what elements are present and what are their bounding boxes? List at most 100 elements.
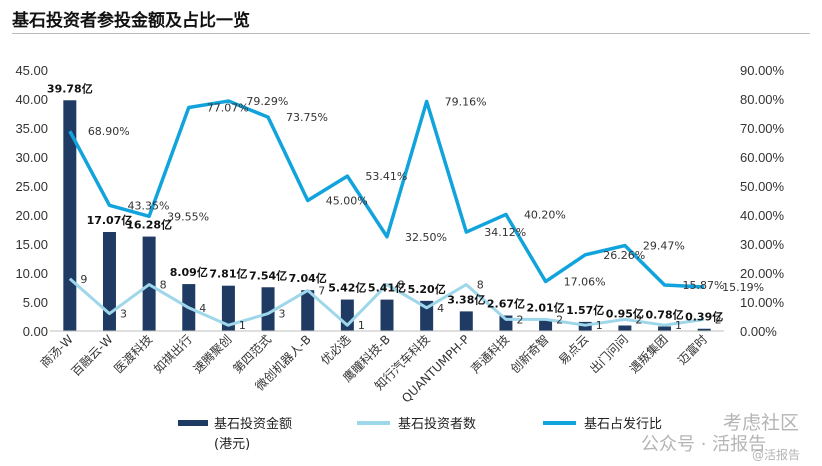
amount-bar (618, 325, 632, 331)
investor-count-label: 1 (675, 319, 682, 332)
issue-ratio-label: 79.16% (445, 95, 487, 108)
amount-bar (420, 300, 434, 331)
amount-label: 2.67亿 (487, 297, 525, 311)
issue-ratio-label: 73.75% (286, 111, 328, 124)
investor-count-label: 8 (477, 279, 484, 292)
amount-label: 5.41亿 (368, 281, 406, 295)
category-label: 出门问问 (586, 332, 631, 377)
amount-label: 0.95亿 (606, 306, 644, 320)
issue-ratio-label: 15.87% (683, 279, 725, 292)
category-label: 声通科技 (468, 332, 512, 376)
amount-label: 5.20亿 (408, 282, 446, 296)
left-tick-label: 25.00 (15, 179, 48, 194)
amount-bar (102, 231, 116, 331)
watermark-account: 公众号 · 活报告 (641, 434, 767, 455)
left-axis: 0.00 5.00 10.00 15.00 20.00 25.00 30.00 35.00 40… (15, 63, 48, 339)
issue-ratio-label: 77.07% (207, 101, 249, 114)
left-tick-label: 10.00 (15, 266, 48, 281)
amount-label: 3.38亿 (447, 292, 485, 306)
watermark-community: 考虑社区 (723, 412, 800, 434)
left-tick-label: 0.00 (23, 324, 48, 339)
amount-bar (221, 285, 235, 331)
chart-title: 基石投资者参投金额及占比一览 (12, 11, 250, 31)
issue-ratio-label: 26.26% (603, 249, 645, 262)
left-tick-label: 5.00 (23, 295, 48, 310)
legend-swatch-amount (178, 420, 208, 426)
investor-count-label: 3 (279, 308, 286, 321)
amount-label: 1.57亿 (566, 303, 604, 317)
right-tick-label: 50.00% (740, 179, 785, 194)
amount-label: 0.39亿 (685, 310, 723, 324)
issue-ratio-label: 43.35% (127, 199, 169, 212)
left-tick-label: 20.00 (15, 208, 48, 223)
investor-count-label: 7 (318, 284, 325, 297)
right-tick-label: 80.00% (740, 92, 785, 107)
amount-bars (63, 100, 711, 331)
category-label: 优必选 (318, 332, 353, 367)
category-label: QUANTUMPH-P (399, 332, 472, 405)
category-label: 创新奇智 (507, 332, 552, 377)
issue-ratio-label: 53.41% (365, 170, 407, 183)
amount-bar (301, 290, 315, 331)
title-divider (12, 33, 810, 34)
investor-count-label: 1 (596, 319, 603, 332)
investor-count-label: 4 (437, 302, 444, 315)
amount-label: 7.04亿 (289, 271, 327, 285)
amount-label: 5.42亿 (328, 281, 366, 295)
investor-count-label: 8 (160, 279, 167, 292)
category-label: 医渡科技 (111, 332, 156, 377)
right-tick-label: 10.00% (740, 295, 785, 310)
category-label: 百融云-W (69, 332, 116, 379)
issue-ratio-label: 34.12% (484, 226, 526, 239)
right-tick-label: 20.00% (740, 266, 785, 281)
left-tick-label: 40.00 (15, 92, 48, 107)
issue-ratio-label: 39.55% (167, 210, 209, 223)
right-tick-label: 40.00% (740, 208, 785, 223)
issue-ratio-label: 40.20% (524, 208, 566, 221)
amount-bar (539, 319, 553, 331)
amount-bar (697, 328, 711, 331)
legend-label-count: 基石投资者数 (398, 416, 476, 432)
right-axis: 0.00% 10.00% 20.00% 30.00% 40.00% 50.00% 60.00… (740, 63, 785, 339)
legend-label-amount: 基石投资金额 (214, 416, 292, 432)
amount-label: 7.54亿 (249, 268, 287, 282)
investor-count-label: 2 (556, 313, 563, 326)
category-label: 易点云 (556, 332, 591, 367)
category-label: 速腾聚创 (190, 332, 235, 377)
investor-count-label: 2 (715, 313, 722, 326)
issue-ratio-label: 45.00% (326, 195, 368, 208)
amount-label: 7.81亿 (209, 267, 247, 281)
category-label: 迈富时 (674, 332, 710, 368)
legend-unit-note: (港元) (214, 437, 250, 452)
watermark-handle: @活报告 (752, 448, 801, 462)
amount-bar (459, 311, 473, 331)
investor-count-label: 8 (398, 279, 405, 292)
issue-ratio-label: 68.90% (88, 125, 130, 138)
category-label: 如祺出行 (150, 332, 195, 377)
issue-ratio-series: 68.90% 43.35%39.55% 77.07%79.29% 73.75% 45.0… (68, 95, 764, 294)
investor-count-label: 2 (635, 313, 642, 326)
left-tick-label: 15.00 (15, 237, 48, 252)
investor-count-label: 9 (80, 273, 87, 286)
issue-ratio-label: 17.06% (564, 276, 606, 289)
amount-label: 2.01亿 (527, 300, 565, 314)
amount-label: 39.78亿 (47, 81, 93, 95)
investor-count-line (68, 277, 705, 327)
investor-count-label: 1 (239, 319, 246, 332)
amount-label: 0.78亿 (645, 307, 683, 321)
investor-count-label: 3 (120, 308, 127, 321)
left-tick-label: 35.00 (15, 121, 48, 136)
investor-count-label: 2 (516, 313, 523, 326)
issue-ratio-label: 29.47% (643, 240, 685, 253)
right-tick-label: 60.00% (740, 150, 785, 165)
amount-bar (63, 100, 77, 331)
legend-label-ratio: 基石占发行比 (584, 416, 662, 432)
left-tick-label: 45.00 (15, 63, 48, 78)
investor-count-label: 4 (199, 302, 206, 315)
legend: 基石投资金额 (港元) 基石投资者数 基石占发行比 (178, 416, 662, 452)
amount-bar (658, 326, 672, 331)
